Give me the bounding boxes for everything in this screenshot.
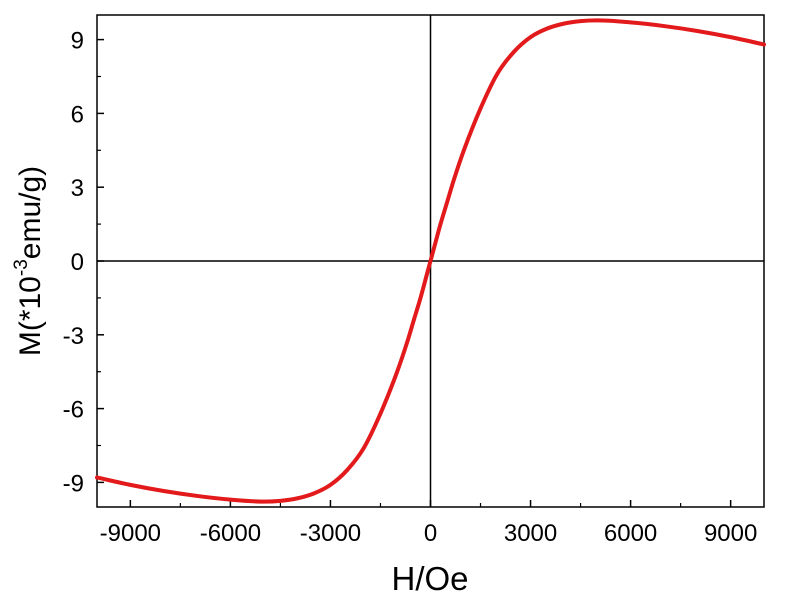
- data-point: [595, 18, 600, 23]
- y-tick-label: -6: [63, 397, 84, 424]
- data-point: [362, 446, 366, 450]
- x-tick-label: 3000: [504, 520, 557, 547]
- data-point: [378, 411, 383, 416]
- x-tick-label: -6000: [200, 520, 261, 547]
- data-point: [195, 494, 199, 498]
- data-point: [728, 35, 733, 39]
- data-point: [128, 483, 133, 487]
- data-point: [438, 222, 443, 226]
- data-point: [418, 296, 423, 300]
- data-point: [432, 246, 436, 251]
- data-point: [295, 496, 299, 501]
- data-point: [762, 42, 766, 47]
- y-tick-label: 3: [71, 175, 84, 202]
- data-point: [445, 200, 449, 204]
- x-tick-label: 0: [424, 520, 437, 547]
- data-point: [425, 271, 429, 276]
- data-point: [412, 318, 416, 322]
- data-point: [578, 19, 583, 23]
- data-point: [95, 475, 99, 480]
- x-axis-ticks: -9000 -6000 -3000 0 3000 6000 9000: [100, 500, 757, 547]
- data-point: [512, 50, 516, 54]
- data-point: [662, 24, 666, 28]
- y-axis-title-unit: emu/g): [14, 166, 47, 259]
- y-axis-ticks: -9 -6 -3 0 3 6 9: [63, 28, 104, 497]
- data-point: [452, 178, 456, 182]
- data-point: [428, 259, 433, 263]
- x-axis-title: H/Oe: [391, 560, 468, 597]
- data-point: [261, 499, 266, 504]
- x-tick-label: 9000: [704, 520, 757, 547]
- x-tick-label: 6000: [604, 520, 657, 547]
- data-point: [462, 148, 466, 153]
- y-axis-title-prefix: M(*10: [14, 276, 47, 356]
- data-point: [695, 29, 700, 33]
- data-point: [562, 21, 566, 26]
- y-tick-label: 9: [71, 28, 84, 55]
- data-point: [278, 499, 283, 503]
- data-point: [311, 491, 316, 496]
- y-tick-label: 6: [71, 101, 84, 128]
- data-point: [345, 468, 349, 472]
- x-tick-label: -3000: [300, 520, 361, 547]
- data-point: [478, 106, 483, 111]
- data-point: [495, 72, 500, 76]
- data-point: [545, 26, 550, 31]
- y-tick-label: -9: [63, 470, 84, 497]
- data-point: [528, 35, 533, 39]
- data-point: [628, 20, 633, 25]
- y-tick-label: -3: [63, 323, 84, 350]
- series-group: [95, 18, 766, 504]
- data-point: [161, 489, 166, 493]
- data-point: [395, 369, 399, 374]
- y-tick-label: 0: [71, 249, 84, 276]
- data-point: [228, 497, 233, 502]
- y-axis-title: M(*10-3emu/g): [11, 166, 47, 356]
- y-axis-title-exponent: -3: [11, 259, 32, 276]
- data-point: [405, 340, 409, 344]
- x-tick-label: -9000: [100, 520, 161, 547]
- data-point: [328, 483, 333, 487]
